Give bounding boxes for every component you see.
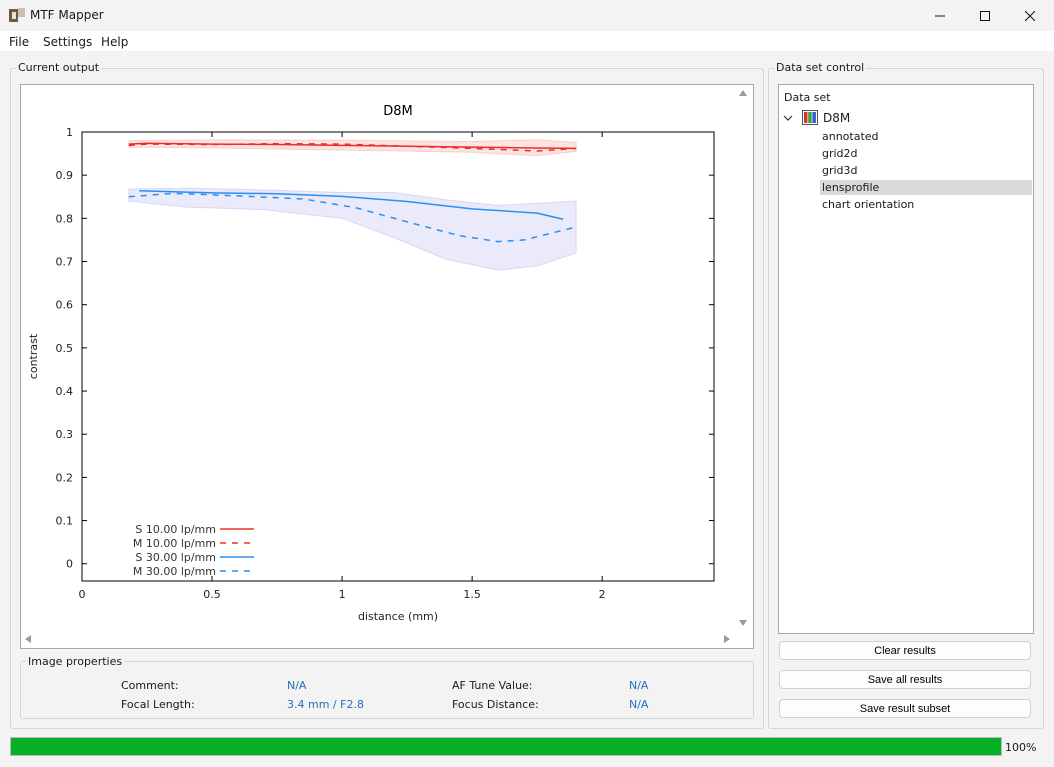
legend-label: M 10.00 lp/mm: [133, 537, 216, 550]
y-tick-label: 0.7: [56, 256, 74, 269]
scroll-up-icon: [739, 90, 747, 96]
series-line: [139, 189, 564, 220]
y-tick-label: 0.2: [56, 471, 74, 484]
y-tick-label: 0: [66, 558, 73, 571]
dataset-icon: [802, 110, 818, 125]
scroll-left-icon: [25, 635, 31, 643]
tree-item-grid3d[interactable]: grid3d: [822, 164, 858, 177]
af-tune-value: N/A: [629, 679, 649, 692]
current-output-group: [10, 68, 764, 729]
focus-distance-value: N/A: [629, 698, 649, 711]
menu-bar: File Settings Help: [0, 31, 1054, 51]
y-tick-label: 0.1: [56, 515, 74, 528]
title-bar: MTF Mapper: [0, 0, 1054, 31]
clear-results-button[interactable]: Clear results: [779, 641, 1031, 660]
maximize-button[interactable]: [962, 0, 1008, 31]
progress-label: 100%: [1005, 741, 1037, 754]
plot-frame: [81, 131, 715, 582]
tree-item-lensprofile[interactable]: lensprofile: [822, 181, 880, 194]
data-set-tree[interactable]: Data set: [778, 84, 1034, 634]
horizontal-scrollbar[interactable]: [21, 631, 735, 647]
close-icon: [1025, 10, 1035, 21]
minimize-icon: [935, 15, 945, 16]
x-axis-label: distance (mm): [358, 610, 438, 623]
save-all-results-button[interactable]: Save all results: [779, 670, 1031, 689]
series-line: [128, 142, 577, 152]
data-set-control-label: Data set control: [774, 61, 867, 74]
y-tick-label: 0.5: [56, 342, 74, 355]
image-properties-label: Image properties: [26, 655, 125, 668]
menu-settings[interactable]: Settings: [43, 35, 93, 49]
y-tick-label: 0.4: [56, 385, 74, 398]
y-tick-label: 0.3: [56, 428, 74, 441]
af-tune-label: AF Tune Value:: [452, 679, 533, 692]
save-result-subset-button[interactable]: Save result subset: [779, 699, 1031, 718]
y-tick-label: 1: [66, 126, 73, 139]
series-line: [128, 192, 577, 243]
y-tick-label: 0.6: [56, 299, 74, 312]
menu-file[interactable]: File: [9, 35, 30, 49]
y-tick-label: 0.9: [56, 169, 74, 182]
x-tick-label: 0: [79, 588, 86, 601]
legend-label: S 10.00 lp/mm: [135, 523, 216, 536]
y-axis-label: contrast: [27, 333, 40, 379]
app-icon: [9, 8, 25, 22]
data-set-control-group: [768, 68, 1044, 729]
tree-item-annotated[interactable]: annotated: [822, 130, 879, 143]
focal-length-label: Focal Length:: [121, 698, 195, 711]
minimize-button[interactable]: [917, 0, 963, 31]
chevron-down-icon[interactable]: [783, 113, 793, 123]
focal-length-value: 3.4 mm / F2.8: [287, 698, 364, 711]
x-tick-label: 2: [599, 588, 606, 601]
progress-fill: [11, 738, 1001, 755]
focus-distance-label: Focus Distance:: [452, 698, 539, 711]
tree-header: Data set: [784, 91, 831, 104]
menu-help[interactable]: Help: [101, 35, 129, 49]
vertical-scrollbar[interactable]: [735, 85, 751, 631]
comment-value: N/A: [287, 679, 307, 692]
tree-root-d8m[interactable]: D8M: [823, 111, 851, 125]
x-tick-label: 1.5: [463, 588, 481, 601]
legend-label: M 30.00 lp/mm: [133, 565, 216, 578]
x-tick-label: 0.5: [203, 588, 221, 601]
close-button[interactable]: [1007, 0, 1053, 31]
window-title: MTF Mapper: [30, 8, 104, 22]
chart-title: D8M: [383, 104, 413, 119]
legend-label: S 30.00 lp/mm: [135, 551, 216, 564]
maximize-icon: [980, 10, 990, 21]
scroll-right-icon: [724, 635, 730, 643]
image-properties-group: [20, 661, 754, 719]
current-output-label: Current output: [16, 61, 102, 74]
scroll-down-icon: [739, 620, 747, 626]
progress-bar: [10, 737, 1002, 756]
comment-label: Comment:: [121, 679, 179, 692]
mtf-chart: D8M 0 0.5 1 1.5 2 0 0.1 0.2 0.3 0.4 0.5 0.6 0.7 0.8 0.9…: [27, 104, 715, 623]
x-tick-label: 1: [339, 588, 346, 601]
tree-selection-highlight: [820, 180, 1032, 195]
tree-item-chart-orientation[interactable]: chart orientation: [822, 198, 915, 211]
tree-item-grid2d[interactable]: grid2d: [822, 147, 858, 160]
y-tick-label: 0.8: [56, 212, 74, 225]
